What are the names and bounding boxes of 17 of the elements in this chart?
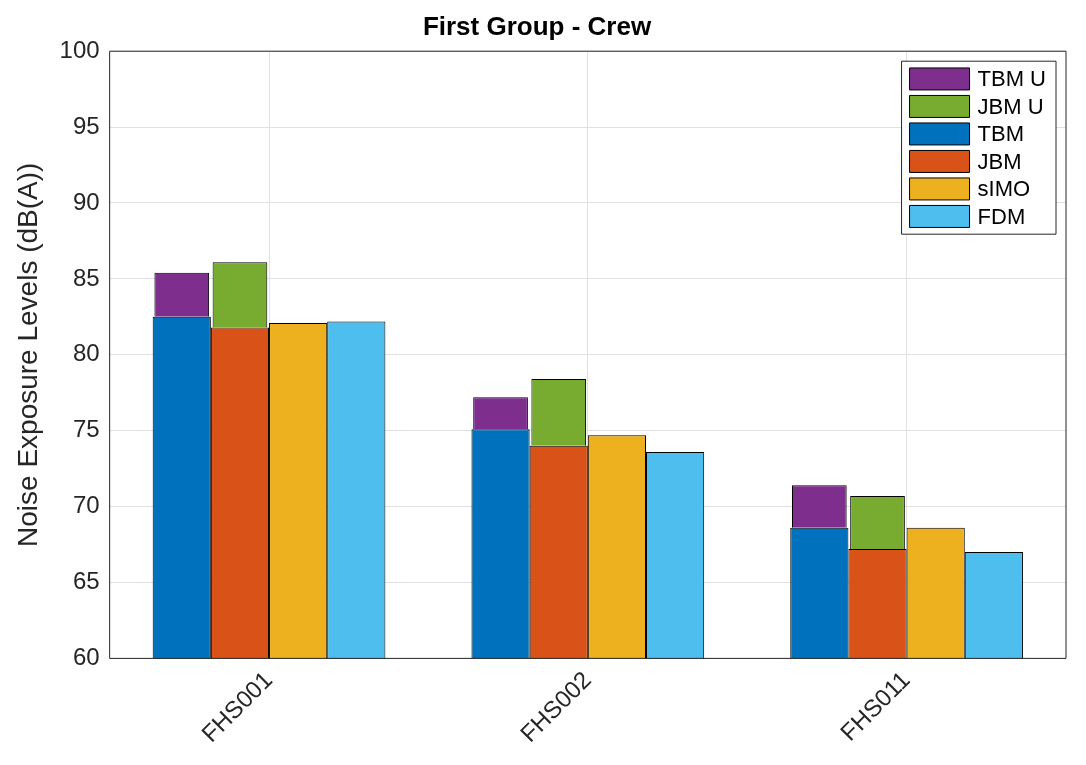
legend-label: JBM [977, 148, 1022, 174]
y-axis-title: Noise Exposure Levels (dB(A)) [11, 162, 43, 547]
y-tick-label: 65 [72, 567, 100, 595]
y-tick-label: 95 [72, 111, 100, 139]
legend-label: JBM U [977, 93, 1044, 119]
y-tick-label: 85 [72, 263, 100, 291]
y-tick-label: 75 [72, 415, 100, 443]
y-tick-label: 90 [72, 187, 100, 215]
y-tick-label: 80 [72, 339, 100, 367]
legend-label: FDM [977, 203, 1026, 229]
legend-label: sIMO [977, 176, 1031, 202]
y-tick-label: 100 [59, 35, 100, 63]
chart-title: First Group - Crew [422, 10, 652, 41]
y-tick-label: 70 [72, 491, 100, 519]
legend-label: TBM [977, 121, 1025, 147]
y-tick-label: 60 [72, 643, 100, 670]
legend-label: TBM U [977, 66, 1047, 92]
